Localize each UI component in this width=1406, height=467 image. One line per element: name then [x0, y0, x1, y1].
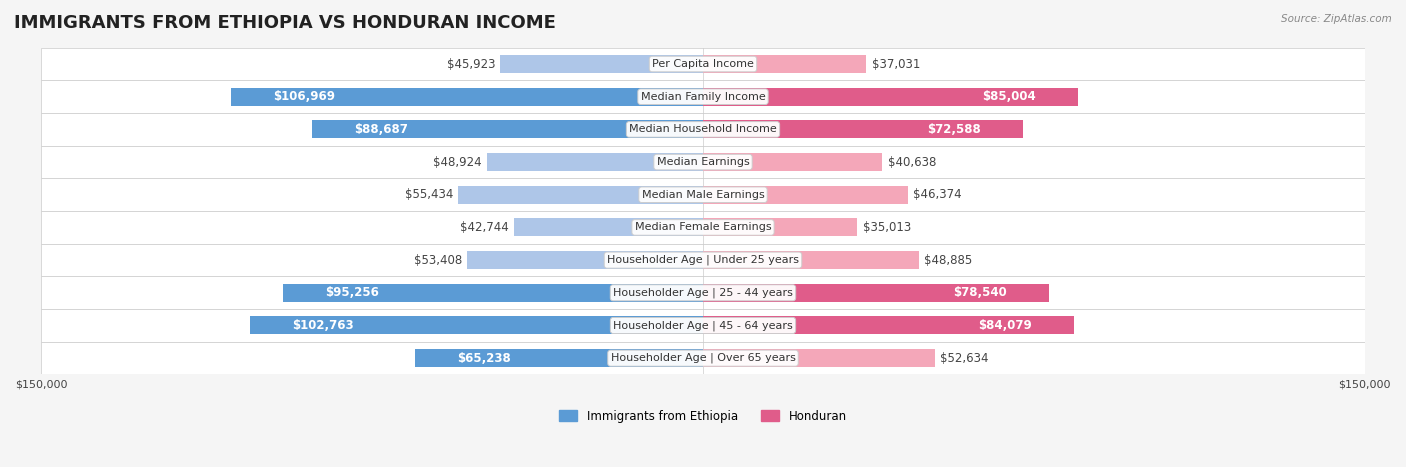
Bar	[467, 251, 703, 269]
Bar	[250, 317, 703, 334]
Bar	[703, 153, 883, 171]
FancyBboxPatch shape	[41, 211, 1365, 244]
FancyBboxPatch shape	[41, 80, 1365, 113]
Text: $52,634: $52,634	[941, 352, 988, 365]
Bar	[312, 120, 703, 138]
Bar	[703, 284, 1049, 302]
Text: $46,374: $46,374	[912, 188, 962, 201]
Bar	[501, 55, 703, 73]
Bar	[703, 186, 908, 204]
Legend: Immigrants from Ethiopia, Honduran: Immigrants from Ethiopia, Honduran	[555, 405, 851, 427]
Text: $95,256: $95,256	[325, 286, 380, 299]
Text: $78,540: $78,540	[953, 286, 1007, 299]
Text: $53,408: $53,408	[413, 254, 463, 267]
FancyBboxPatch shape	[41, 146, 1365, 178]
Text: $72,588: $72,588	[927, 123, 981, 136]
Text: Per Capita Income: Per Capita Income	[652, 59, 754, 69]
FancyBboxPatch shape	[41, 342, 1365, 375]
Text: $102,763: $102,763	[292, 319, 354, 332]
Bar	[703, 251, 918, 269]
Bar	[515, 219, 703, 236]
FancyBboxPatch shape	[41, 178, 1365, 211]
Text: $35,013: $35,013	[863, 221, 911, 234]
FancyBboxPatch shape	[41, 276, 1365, 309]
Text: $84,079: $84,079	[977, 319, 1032, 332]
Text: $85,004: $85,004	[981, 90, 1036, 103]
Text: Median Male Earnings: Median Male Earnings	[641, 190, 765, 200]
Bar	[703, 219, 858, 236]
Text: Median Female Earnings: Median Female Earnings	[634, 222, 772, 233]
Text: $45,923: $45,923	[447, 57, 495, 71]
Bar	[703, 120, 1024, 138]
Bar	[703, 55, 866, 73]
Text: $40,638: $40,638	[887, 156, 936, 169]
Text: IMMIGRANTS FROM ETHIOPIA VS HONDURAN INCOME: IMMIGRANTS FROM ETHIOPIA VS HONDURAN INC…	[14, 14, 555, 32]
Text: $65,238: $65,238	[457, 352, 512, 365]
Bar	[703, 349, 935, 367]
Text: $106,969: $106,969	[273, 90, 336, 103]
Text: $55,434: $55,434	[405, 188, 453, 201]
Text: Householder Age | Under 25 years: Householder Age | Under 25 years	[607, 255, 799, 265]
Bar	[231, 88, 703, 106]
Text: $42,744: $42,744	[460, 221, 509, 234]
Bar	[486, 153, 703, 171]
Text: Householder Age | 45 - 64 years: Householder Age | 45 - 64 years	[613, 320, 793, 331]
Bar	[458, 186, 703, 204]
Bar	[703, 88, 1078, 106]
Bar	[283, 284, 703, 302]
Text: Householder Age | 25 - 44 years: Householder Age | 25 - 44 years	[613, 288, 793, 298]
FancyBboxPatch shape	[41, 309, 1365, 342]
Text: Median Earnings: Median Earnings	[657, 157, 749, 167]
FancyBboxPatch shape	[41, 113, 1365, 146]
Text: Median Family Income: Median Family Income	[641, 92, 765, 102]
Bar	[415, 349, 703, 367]
Text: Median Household Income: Median Household Income	[628, 124, 778, 134]
Bar	[703, 317, 1074, 334]
FancyBboxPatch shape	[41, 244, 1365, 276]
Text: Source: ZipAtlas.com: Source: ZipAtlas.com	[1281, 14, 1392, 24]
FancyBboxPatch shape	[41, 48, 1365, 80]
Text: $37,031: $37,031	[872, 57, 920, 71]
Text: $88,687: $88,687	[354, 123, 408, 136]
Text: $48,924: $48,924	[433, 156, 482, 169]
Text: Householder Age | Over 65 years: Householder Age | Over 65 years	[610, 353, 796, 363]
Text: $48,885: $48,885	[924, 254, 972, 267]
